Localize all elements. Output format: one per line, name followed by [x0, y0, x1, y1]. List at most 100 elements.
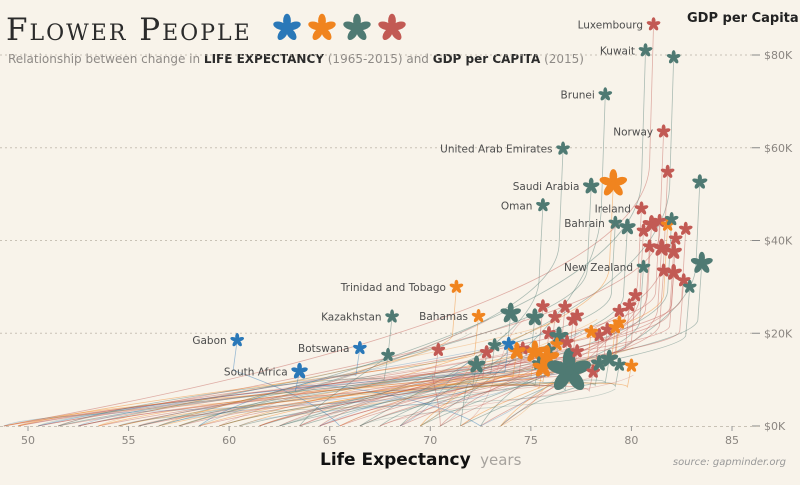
x-tick-label: 85 — [725, 434, 739, 447]
country-flower-marker — [690, 251, 713, 273]
subtitle-part: GDP per CAPITA — [433, 52, 541, 66]
country-flower-marker — [638, 43, 653, 57]
trajectory-line — [3, 367, 544, 427]
country-flower-marker — [570, 344, 584, 358]
country-label: Brunei — [561, 89, 595, 101]
country-flower-marker — [598, 87, 613, 101]
country-flower-marker — [431, 342, 446, 356]
trajectory-line — [232, 340, 341, 427]
country-label: Luxembourg — [578, 19, 643, 31]
trajectory-line — [339, 319, 598, 427]
trajectory-line — [58, 346, 526, 427]
subtitle-part: (1965-2015) and — [324, 52, 433, 66]
y-tick-label: $0K — [764, 420, 786, 433]
y-tick-label: $40K — [764, 235, 793, 248]
country-flower-marker — [660, 164, 675, 178]
trajectory-line — [239, 388, 507, 427]
country-label: Ireland — [595, 204, 631, 216]
trajectory-line — [480, 349, 550, 427]
country-flower-marker — [682, 279, 697, 293]
country-flower-marker — [500, 302, 522, 323]
country-flower-marker — [353, 340, 367, 355]
trajectory-line — [178, 148, 564, 427]
country-flower-marker — [532, 356, 554, 377]
country-flower-marker — [570, 308, 584, 322]
country-flower-marker — [501, 336, 516, 350]
country-flower-marker — [664, 212, 679, 226]
trajectory-line — [299, 219, 673, 427]
trajectory-line — [98, 351, 536, 427]
trajectory-line — [158, 286, 457, 427]
trajectory-line — [239, 263, 703, 427]
country-flower-marker — [467, 355, 486, 373]
trajectory-line — [359, 358, 610, 427]
x-tick-label: 65 — [323, 434, 337, 447]
y-tick-label: $80K — [764, 49, 793, 62]
country-flower-marker — [612, 357, 627, 371]
country-flower-marker — [385, 309, 399, 323]
trajectory-line — [17, 315, 578, 427]
trajectory-line — [239, 357, 548, 427]
trajectory-line — [279, 286, 691, 427]
trajectory-line — [118, 222, 616, 427]
trajectory-line — [460, 319, 526, 427]
trajectory-line — [399, 360, 471, 427]
trajectory-line — [37, 295, 636, 427]
x-tick-label: 70 — [423, 434, 437, 447]
trajectory-line — [118, 365, 632, 427]
country-flower-marker — [619, 218, 636, 235]
y-axis-ticks: $0K $20K $40K $60K $80K — [752, 49, 793, 433]
x-axis-label-unit: years — [480, 451, 521, 469]
country-flower-marker — [449, 279, 464, 293]
title-flower-icon — [343, 13, 371, 41]
trajectory-line — [17, 374, 489, 427]
y-tick-label: $20K — [764, 327, 793, 340]
trajectory-line — [3, 388, 471, 427]
country-flower-marker — [548, 309, 562, 324]
country-markers — [230, 17, 713, 391]
header: Flower People Relationship between chang… — [6, 12, 584, 66]
trajectory-line — [158, 317, 536, 427]
trajectory-line — [279, 348, 524, 427]
trajectory-line — [379, 270, 665, 427]
subtitle-part: LIFE EXPECTANCY — [204, 52, 324, 66]
country-flower-marker — [636, 259, 651, 273]
country-flower-marker — [471, 308, 486, 323]
country-flower-marker — [381, 347, 395, 362]
trajectory-line — [138, 280, 685, 427]
country-label: South Africa — [224, 366, 288, 378]
country-flower-marker — [291, 362, 308, 379]
x-tick-label: 55 — [122, 434, 136, 447]
country-label: New Zealand — [564, 262, 633, 274]
trajectory-line — [399, 313, 512, 427]
country-flower-marker — [665, 243, 682, 259]
trajectory-line — [218, 363, 600, 427]
trajectory-line — [295, 371, 481, 427]
trajectory-line — [359, 335, 600, 427]
country-flower-marker — [536, 299, 550, 313]
trajectory-line — [198, 238, 677, 427]
title-flower-icon — [273, 13, 301, 41]
trajectory-line — [419, 351, 518, 427]
y-tick-label: $60K — [764, 142, 793, 155]
chart-subtitle: Relationship between change in LIFE EXPE… — [8, 52, 584, 66]
x-tick-label: 75 — [524, 434, 538, 447]
trajectory-line — [279, 360, 544, 427]
country-flower-marker — [230, 333, 245, 347]
country-label: Botswana — [298, 343, 349, 355]
country-flower-marker — [636, 223, 651, 237]
trajectory-line — [58, 354, 389, 427]
source-note: source: gapminder.org — [673, 457, 786, 468]
trajectory-line — [319, 352, 488, 427]
country-flower-marker — [487, 338, 502, 352]
trajectory-line — [480, 388, 544, 427]
country-flower-marker — [652, 213, 667, 228]
country-label: Kazakhstan — [321, 312, 382, 324]
country-flower-marker — [656, 263, 671, 277]
trajectory-line — [359, 388, 616, 427]
trajectory-line — [379, 363, 540, 427]
trajectory-line — [58, 228, 687, 427]
trajectory-line — [98, 251, 675, 427]
trajectory-line — [440, 332, 507, 427]
